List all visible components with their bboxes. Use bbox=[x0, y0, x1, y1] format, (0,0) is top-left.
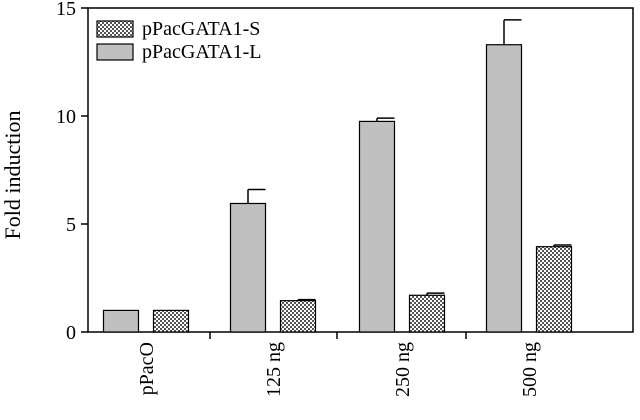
y-tick-label: 0 bbox=[66, 322, 76, 344]
y-axis: 0 5 10 15 bbox=[56, 0, 88, 344]
category-label: 125 ng bbox=[263, 342, 285, 397]
y-axis-title: Fold induction bbox=[0, 111, 25, 240]
legend-swatch bbox=[96, 43, 134, 61]
bars bbox=[102, 19, 573, 333]
category-label: pPacO bbox=[136, 342, 158, 395]
category-label: 500 ng bbox=[519, 342, 541, 397]
bar-pPacGATA1-S bbox=[152, 309, 190, 333]
legend-label: pPacGATA1-L bbox=[142, 41, 261, 63]
bar-pPacGATA1-L bbox=[229, 202, 267, 333]
bar-pPacGATA1-S bbox=[408, 294, 446, 333]
category-label: 250 ng bbox=[392, 342, 414, 397]
bar-pPacGATA1-S bbox=[279, 300, 317, 333]
bar-pPacGATA1-L bbox=[358, 120, 396, 333]
bar-pPacGATA1-L bbox=[102, 309, 140, 333]
legend-label: pPacGATA1-S bbox=[142, 18, 260, 40]
y-tick-label: 5 bbox=[66, 214, 76, 236]
y-tick-label: 15 bbox=[56, 0, 76, 20]
x-axis: pPacO 125 ng 250 ng 500 ng bbox=[136, 332, 541, 397]
y-tick-label: 10 bbox=[56, 106, 76, 128]
bar-pPacGATA1-S bbox=[535, 246, 573, 333]
bar-pPacGATA1-L bbox=[485, 44, 523, 333]
legend-swatch bbox=[96, 20, 134, 38]
